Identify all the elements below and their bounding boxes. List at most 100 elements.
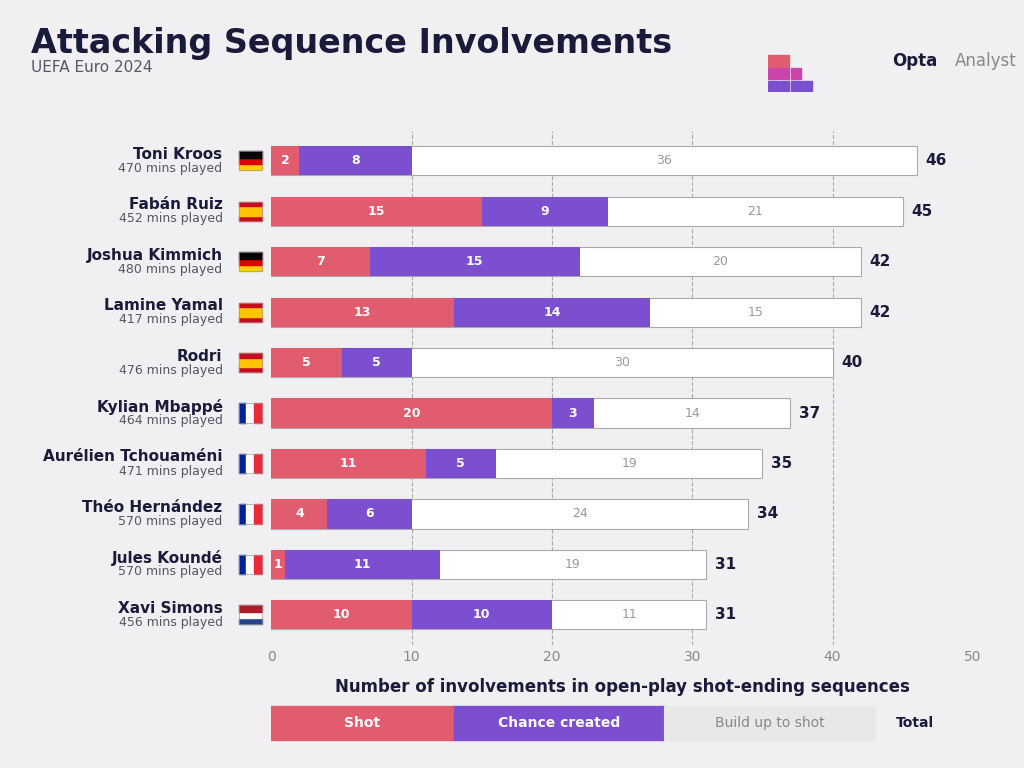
Bar [239,207,262,216]
Bar [802,81,812,92]
Bar [239,252,262,271]
Text: 46: 46 [925,154,946,168]
Bar [342,348,412,377]
Bar [247,403,254,422]
Text: 5: 5 [457,457,465,470]
Bar [239,151,262,157]
Text: Lamine Yamal: Lamine Yamal [103,298,222,313]
Text: 42: 42 [869,305,890,319]
Text: 464 mins played: 464 mins played [119,414,222,427]
Text: 14: 14 [543,306,561,319]
Text: 6: 6 [366,508,374,521]
Text: Fabán Ruiz: Fabán Ruiz [129,197,222,212]
Bar [271,247,860,276]
Text: 11: 11 [340,457,357,470]
Bar [239,307,262,317]
Text: 5: 5 [302,356,311,369]
Bar [271,197,903,226]
Bar [239,611,262,618]
X-axis label: Number of involvements in open-play shot-ending sequences: Number of involvements in open-play shot… [335,678,909,696]
Bar [768,55,778,67]
Bar [239,353,262,372]
Text: Kylian Mbappé: Kylian Mbappé [96,399,222,415]
Bar [779,81,790,92]
Bar [299,146,412,175]
Text: 11: 11 [622,608,637,621]
Text: Shot: Shot [344,716,381,730]
Text: 20: 20 [713,255,728,268]
Bar [552,399,594,428]
Bar [239,605,262,624]
Bar [768,68,778,79]
Bar [239,317,262,322]
Text: Aurélien Tchouaméni: Aurélien Tchouaméni [43,449,222,465]
Bar [239,367,262,372]
Bar [286,550,439,579]
Text: 570 mins played: 570 mins played [118,515,222,528]
Text: 37: 37 [799,406,820,421]
Bar [271,601,707,630]
Bar [271,399,552,428]
Bar [239,505,262,524]
Bar [779,55,790,67]
Bar [239,303,262,322]
Bar [254,403,262,422]
Bar [271,499,328,528]
Bar [271,247,370,276]
Text: 5: 5 [372,356,381,369]
Bar [370,247,580,276]
Bar [239,605,262,611]
Bar [271,297,860,327]
Text: 570 mins played: 570 mins played [118,565,222,578]
Text: 36: 36 [656,154,672,167]
Bar [791,81,801,92]
Bar [271,550,707,579]
Text: 3: 3 [568,406,578,419]
Text: 2: 2 [281,154,290,167]
Text: 31: 31 [715,557,736,572]
Text: 24: 24 [572,508,588,521]
Bar [239,164,262,170]
Bar [254,554,262,574]
Text: 19: 19 [622,457,637,470]
Text: 45: 45 [911,204,932,219]
Text: 15: 15 [368,205,385,218]
Text: 15: 15 [466,255,483,268]
Text: 15: 15 [748,306,763,319]
Text: 480 mins played: 480 mins played [119,263,222,276]
Bar [239,252,262,259]
Bar [239,202,262,207]
Text: 11: 11 [354,558,372,571]
Text: Build up to shot: Build up to shot [715,716,824,730]
Text: Total: Total [896,716,934,730]
Text: 35: 35 [771,456,792,471]
Bar [271,706,454,740]
Bar [271,146,916,175]
Text: Joshua Kimmich: Joshua Kimmich [86,247,222,263]
Text: Toni Kroos: Toni Kroos [133,147,222,162]
Bar [239,358,262,367]
Bar [239,505,247,524]
Text: 452 mins played: 452 mins played [119,212,222,225]
Bar [239,454,262,473]
Bar [271,197,482,226]
Bar [454,297,650,327]
Bar [239,454,247,473]
Bar [247,554,254,574]
Bar [239,403,247,422]
Text: 14: 14 [684,406,700,419]
Text: 470 mins played: 470 mins played [119,162,222,175]
Text: 8: 8 [351,154,359,167]
Bar [665,706,874,740]
Bar [239,216,262,221]
Bar [239,353,262,358]
Bar [239,157,262,164]
Bar [271,550,286,579]
Bar [271,449,426,478]
Text: 31: 31 [715,607,736,622]
Text: 21: 21 [748,205,763,218]
Bar [239,303,262,307]
Bar [271,399,791,428]
Text: UEFA Euro 2024: UEFA Euro 2024 [31,60,153,75]
Text: Xavi Simons: Xavi Simons [118,601,222,616]
